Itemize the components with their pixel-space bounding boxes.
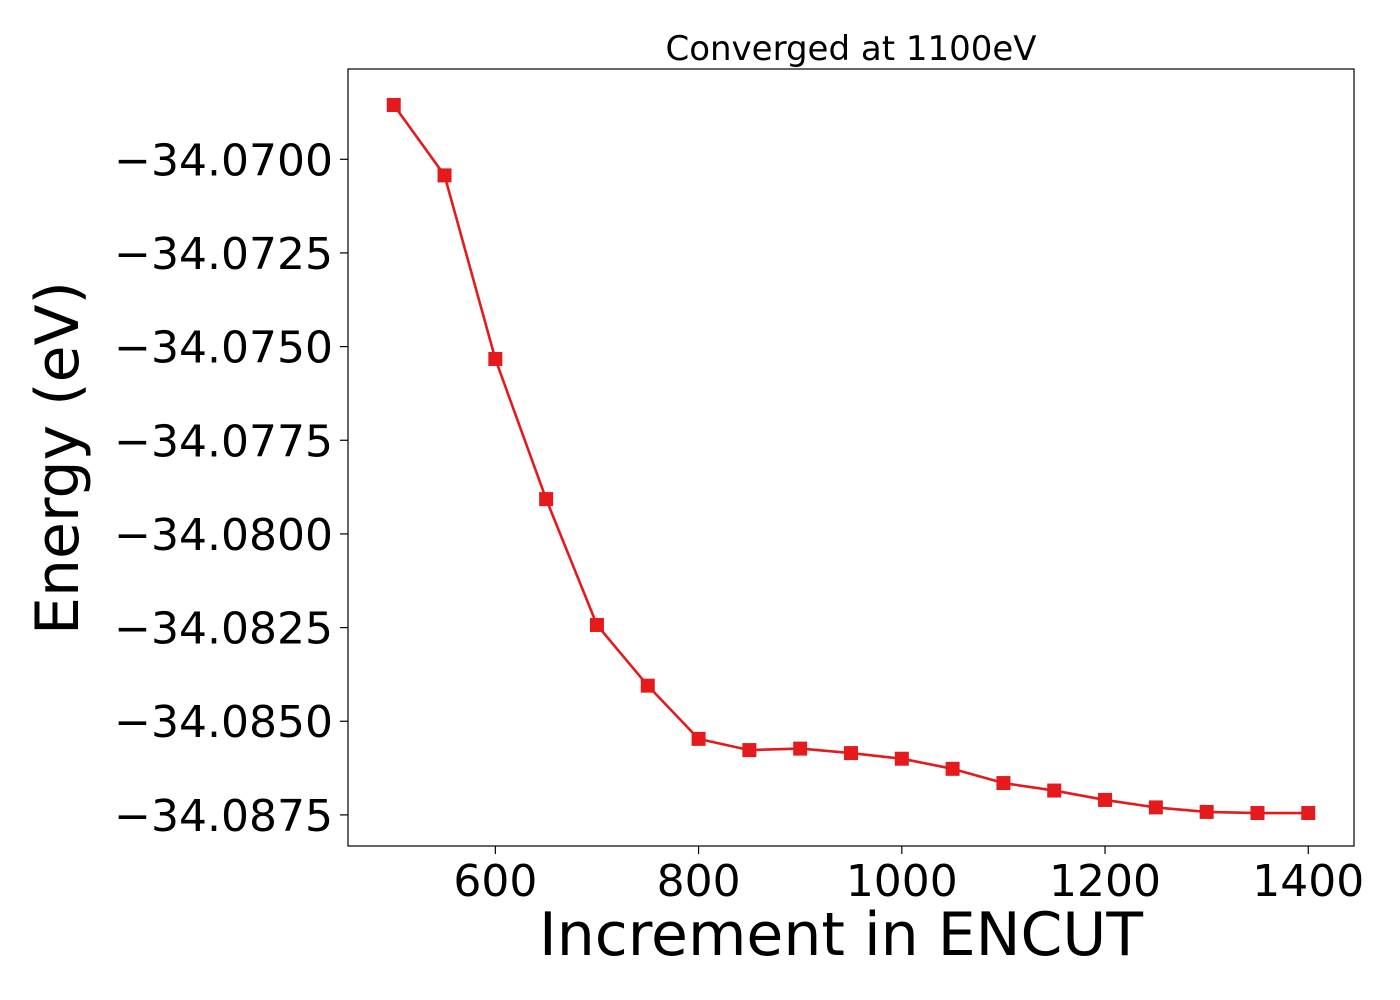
data-point-marker [1301, 806, 1316, 821]
data-point-marker [589, 617, 604, 632]
data-point-marker [691, 731, 706, 746]
data-point-marker [844, 746, 858, 761]
data-point-marker [386, 97, 401, 112]
x-tick-label: 1200 [1049, 856, 1161, 907]
x-axis-ticks: 600 800 1000 1200 1400 [453, 846, 1364, 907]
y-tick-label: −34.0750 [114, 323, 333, 374]
data-point-marker [539, 492, 554, 507]
data-point-marker [894, 751, 909, 766]
series-layer [386, 97, 1316, 821]
x-tick-label: 1000 [846, 856, 958, 907]
y-tick-label: −34.0875 [114, 791, 333, 842]
y-tick-label: −34.0850 [114, 697, 333, 748]
y-tick-label: −34.0725 [114, 229, 333, 280]
y-axis-ticks: −34.0700 −34.0725 −34.0750 −34.0775 −34.0800… [114, 135, 348, 842]
data-point-marker [1199, 804, 1214, 819]
data-point-marker [1148, 800, 1163, 815]
y-tick-label: −34.0825 [114, 604, 333, 655]
y-tick-label: −34.0775 [114, 416, 333, 467]
data-point-marker [945, 761, 960, 776]
x-tick-label: 1400 [1252, 856, 1364, 907]
plot-area-frame [347, 68, 1355, 847]
x-axis-label: Increment in ENCUT [539, 900, 1143, 970]
y-tick-label: −34.0800 [114, 510, 333, 561]
data-point-marker [1098, 792, 1113, 807]
data-point-marker [640, 678, 655, 693]
data-point-marker [742, 743, 757, 758]
data-point-marker [488, 351, 503, 366]
data-point-marker [437, 168, 452, 183]
x-tick-label: 800 [657, 856, 741, 907]
chart-title: Converged at 1100eV [665, 29, 1036, 69]
y-axis-label: Energy (eV) [23, 281, 93, 635]
data-point-marker [793, 741, 808, 756]
x-tick-label: 600 [453, 856, 537, 907]
data-point-marker [1250, 806, 1265, 821]
series-line [392, 104, 1309, 815]
data-point-marker [1047, 783, 1062, 798]
y-tick-label: −34.0700 [114, 135, 333, 186]
data-point-marker [996, 776, 1011, 791]
